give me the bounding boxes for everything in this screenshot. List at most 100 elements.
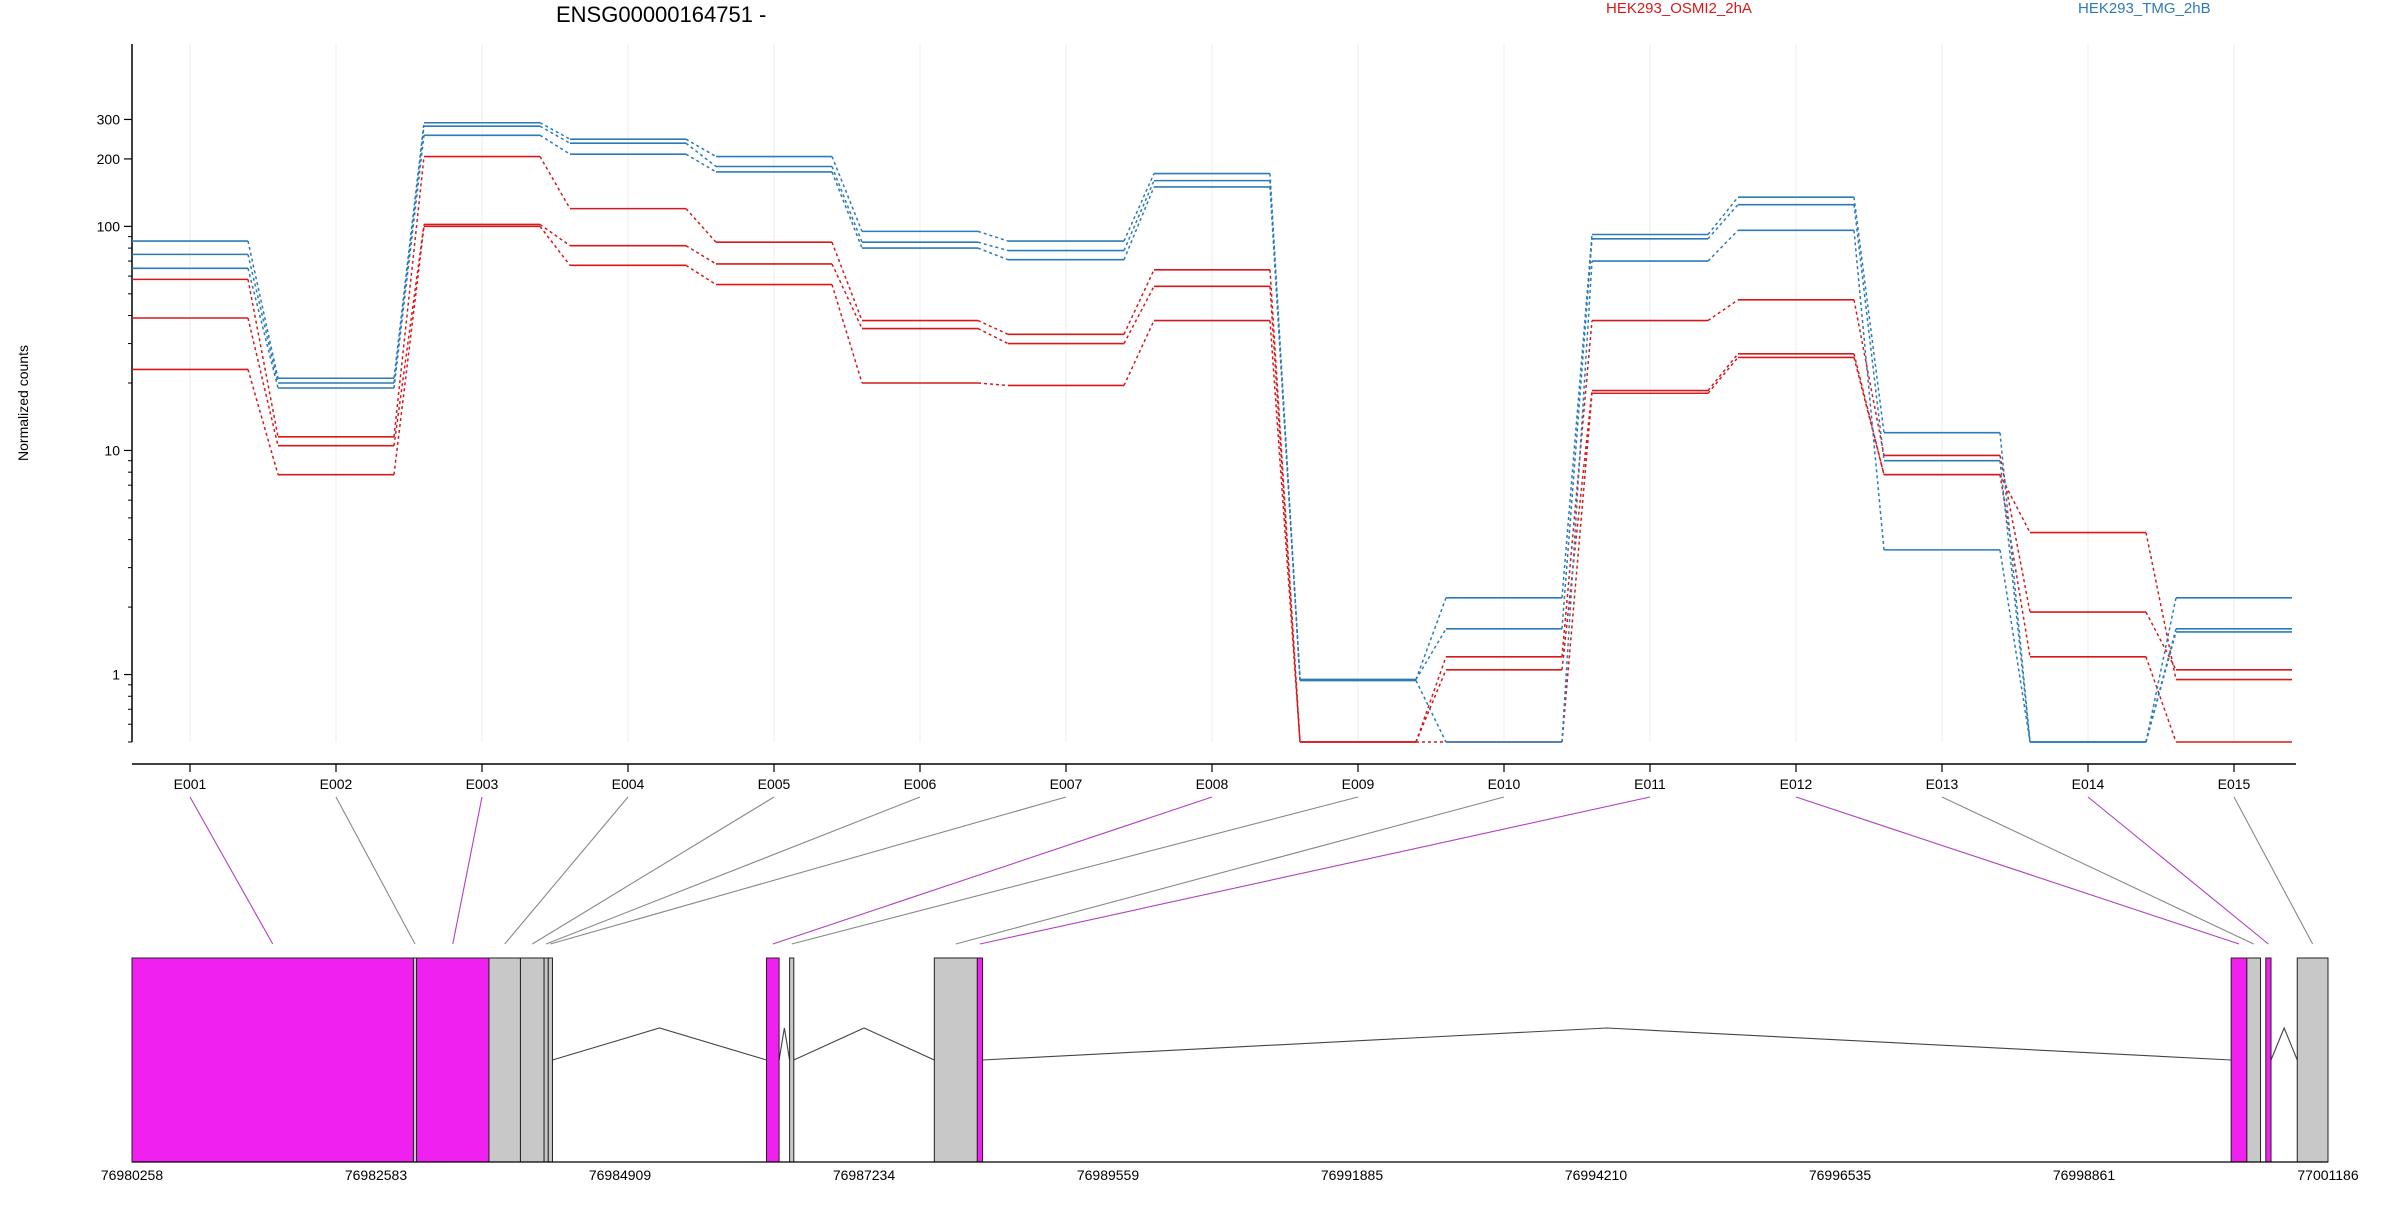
bin-link-e007 <box>550 796 1067 945</box>
genome-coordinate-label: 76982583 <box>345 1167 408 1183</box>
series-tmg-3-connector <box>977 230 1009 242</box>
y-tick-label: 200 <box>97 151 121 167</box>
bin-link-e002 <box>335 796 416 945</box>
genome-coordinate-label: 76994210 <box>1565 1167 1628 1183</box>
intron-line <box>982 1027 2232 1061</box>
series-osmi2-1-connector <box>539 223 571 247</box>
series-tmg-5-connector <box>247 268 279 389</box>
exon-bin-e012 <box>2230 957 2248 1163</box>
exon-bin-e005 <box>519 957 545 1163</box>
intron-line <box>552 1027 767 1061</box>
series-osmi2-1-connector <box>1853 353 1885 475</box>
y-tick-label: 10 <box>104 442 120 458</box>
series-osmi2-1-connector <box>1415 669 1447 743</box>
chart-title: ENSG00000164751 - <box>556 2 767 27</box>
series-osmi2-2-connector <box>539 225 571 266</box>
series-osmi2-0-connector <box>393 156 425 437</box>
series-tmg-4-connector <box>2145 628 2177 743</box>
x-tick-label-e010: E010 <box>1488 776 1521 792</box>
series-tmg-5-connector <box>539 134 571 155</box>
y-axis-label: Normalized counts <box>15 345 31 461</box>
genome-coordinate-label: 76987234 <box>833 1167 896 1183</box>
series-osmi2-1-connector <box>685 245 717 265</box>
series-tmg-5-connector <box>2145 631 2177 743</box>
x-tick-label-e011: E011 <box>1634 776 1666 792</box>
bin-link-e014 <box>2087 796 2269 945</box>
series-tmg-3-connector <box>831 156 863 232</box>
genome-coordinate-label: 76989559 <box>1077 1167 1140 1183</box>
series-osmi2-2-connector <box>1853 357 1885 475</box>
series-osmi2-0-connector <box>1269 269 1301 743</box>
bin-link-e009 <box>791 796 1359 945</box>
bin-link-e012 <box>1795 796 2240 945</box>
genome-coordinate-label: 76998861 <box>2053 1167 2116 1183</box>
exon-bin-e003 <box>416 957 490 1163</box>
x-tick-label-e002: E002 <box>320 776 353 792</box>
genome-coordinate-label: 76991885 <box>1321 1167 1384 1183</box>
series-osmi2-2-connector <box>1269 320 1301 743</box>
series-tmg-5-connector <box>1561 261 1593 743</box>
legend-entry-tmg: HEK293_TMG_2hB <box>2078 0 2211 17</box>
bin-link-e004 <box>504 796 629 945</box>
bin-link-e001 <box>189 796 274 945</box>
bin-link-e015 <box>2233 796 2314 945</box>
series-tmg-4-connector <box>1707 204 1739 240</box>
bin-link-e011 <box>979 796 1651 945</box>
series-osmi2-2-connector <box>1123 320 1155 386</box>
series-osmi2-0-connector <box>977 319 1009 335</box>
exon-bin-e009 <box>789 957 795 1163</box>
series-osmi2-1-connector <box>831 263 863 329</box>
bin-link-e003 <box>452 796 483 945</box>
series-tmg-4-connector <box>1853 204 1885 461</box>
exon-bin-e006 <box>543 957 549 1163</box>
genome-coordinate-label: 76984909 <box>589 1167 652 1183</box>
x-tick-label-e006: E006 <box>904 776 937 792</box>
series-tmg-4-connector <box>1999 460 2031 743</box>
series-tmg-5-connector <box>1853 230 1885 550</box>
x-tick-label-e012: E012 <box>1780 776 1813 792</box>
y-tick-label: 300 <box>97 111 121 127</box>
x-tick-label-e013: E013 <box>1926 776 1959 792</box>
series-osmi2-0-connector <box>685 208 717 243</box>
series-osmi2-0-connector <box>539 156 571 210</box>
y-tick-label: 1 <box>112 667 120 683</box>
exon-bin-e015 <box>2296 957 2329 1163</box>
series-osmi2-1-connector <box>1707 353 1739 392</box>
series-osmi2-0-connector <box>831 241 863 321</box>
series-osmi2-1-connector <box>247 317 279 446</box>
series-osmi2-1-connector <box>393 224 425 446</box>
series-osmi2-0-connector <box>1561 320 1593 657</box>
series-tmg-5-connector <box>393 135 425 389</box>
series-osmi2-1-connector <box>1269 286 1301 743</box>
x-tick-label-e015: E015 <box>2218 776 2251 792</box>
series-osmi2-2-connector <box>1561 393 1593 743</box>
exon-bin-e001 <box>131 957 414 1163</box>
series-osmi2-0-connector <box>2145 611 2177 671</box>
series-tmg-3-connector <box>539 122 571 140</box>
genome-coordinate-label: 76996535 <box>1809 1167 1872 1183</box>
x-tick-label-e004: E004 <box>612 776 645 792</box>
series-tmg-5-connector <box>1707 229 1739 262</box>
series-tmg-3-connector <box>2145 597 2177 743</box>
series-tmg-4-connector <box>1123 180 1155 251</box>
series-osmi2-0-connector <box>1707 299 1739 322</box>
x-tick-label-e007: E007 <box>1050 776 1083 792</box>
exon-bin-e013 <box>2246 957 2262 1163</box>
x-tick-label-e009: E009 <box>1342 776 1375 792</box>
series-osmi2-2-connector <box>977 382 1009 387</box>
series-osmi2-2-connector <box>685 264 717 286</box>
series-tmg-5-connector <box>977 247 1009 261</box>
series-osmi2-1-connector <box>1123 285 1155 344</box>
bin-link-e006 <box>545 796 921 945</box>
series-tmg-5-connector <box>1999 549 2031 743</box>
series-osmi2-2-connector <box>1999 474 2031 657</box>
exon-bin-e007 <box>547 957 553 1163</box>
series-osmi2-2-connector <box>1707 356 1739 394</box>
bin-link-e013 <box>1941 796 2254 945</box>
series-tmg-3-connector <box>1999 432 2031 743</box>
exon-bin-e004 <box>488 957 521 1163</box>
series-tmg-3-connector <box>1707 196 1739 235</box>
intron-line <box>778 1027 791 1061</box>
series-osmi2-1-connector <box>2145 532 2177 680</box>
